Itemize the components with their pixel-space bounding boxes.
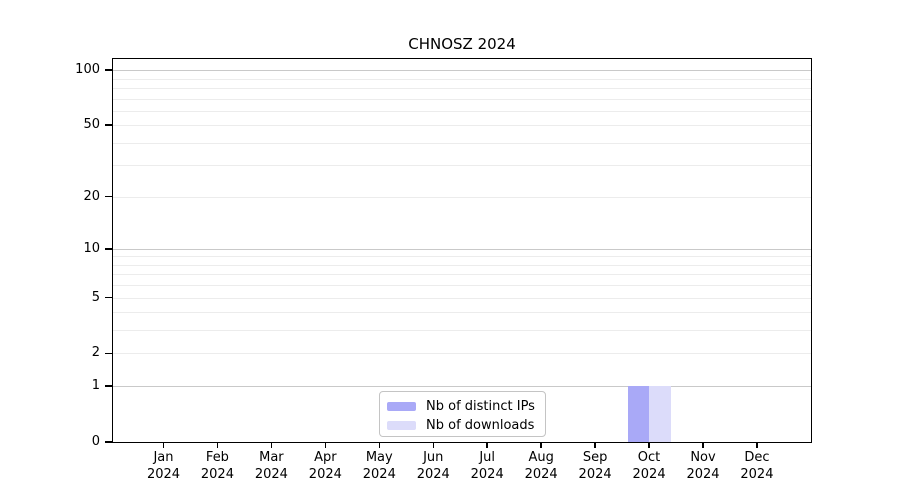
bar-nb-of-downloads-oct [649,386,671,442]
x-tick-sep [594,443,596,448]
x-tick-may [378,443,381,448]
x-tick-jun [432,443,434,448]
x-tick-year-oct: 2024 [632,467,666,482]
gridline-y-9 [113,256,811,258]
x-tick-year-feb: 2024 [200,467,234,482]
y-tick-10 [105,248,112,250]
gridline-y-7 [113,274,811,276]
gridline-y-80 [113,87,811,89]
y-tick-5 [105,296,112,299]
x-tick-year-mar: 2024 [254,467,288,482]
x-tick-month-jan: Jan [153,450,174,465]
x-tick-oct [648,443,650,448]
x-tick-month-aug: Aug [528,450,554,465]
x-tick-month-mar: Mar [259,450,284,465]
y-tick-label-0: 0 [91,434,100,449]
gridline-y-90 [113,78,811,80]
x-tick-month-apr: Apr [314,450,337,465]
x-tick-label-aug: Aug 2024 [506,449,576,483]
gridline-y-50 [113,125,811,127]
x-tick-month-sep: Sep [582,450,608,465]
legend-label-downloads: Nb of downloads [426,417,535,433]
plot-area [113,59,811,442]
x-tick-year-aug: 2024 [524,467,558,482]
legend-item-distinct-ips: Nb of distinct IPs [387,397,545,415]
y-tick-20 [105,195,112,198]
x-tick-label-jun: Jun 2024 [398,449,468,483]
gridline-y-40 [113,142,811,144]
gridline-y-60 [113,110,811,112]
x-tick-mar [270,443,273,448]
gridline-y-2 [113,353,811,355]
y-tick-0 [105,441,112,443]
x-tick-month-feb: Feb [205,450,229,465]
y-tick-label-5: 5 [91,289,100,305]
x-tick-month-nov: Nov [690,450,716,465]
gridline-y-30 [113,165,811,167]
y-tick-1 [105,385,112,387]
x-tick-month-dec: Dec [744,450,770,465]
gridline-y-10 [113,248,811,250]
x-tick-feb [216,443,219,448]
x-tick-label-nov: Nov 2024 [668,449,738,483]
x-tick-month-jun: Jun [423,450,444,465]
y-tick-100 [105,69,112,71]
legend: Nb of distinct IPs Nb of downloads [379,391,546,437]
x-tick-label-feb: Feb 2024 [182,449,252,483]
y-tick-label-20: 20 [83,188,100,204]
x-tick-nov [702,443,704,448]
x-tick-label-apr: Apr 2024 [290,449,360,483]
chart-title: CHNOSZ 2024 [408,35,516,53]
gridline-y-100 [113,70,811,72]
gridline-y-4 [113,312,811,314]
y-tick-50 [105,124,112,126]
legend-item-downloads: Nb of downloads [387,416,545,434]
x-tick-jul [486,443,488,448]
x-tick-year-jun: 2024 [416,467,450,482]
x-tick-jan [162,443,165,448]
x-tick-year-sep: 2024 [578,467,612,482]
x-tick-month-may: May [365,450,393,465]
x-tick-apr [324,443,327,448]
legend-label-distinct-ips: Nb of distinct IPs [426,398,535,414]
gridline-y-3 [113,330,811,332]
gridline-y-70 [113,98,811,100]
y-tick-label-1: 1 [91,378,100,394]
x-tick-dec [756,443,758,448]
x-tick-label-may: May 2024 [344,449,414,483]
x-tick-year-may: 2024 [362,467,396,482]
x-tick-year-jan: 2024 [146,467,181,482]
x-tick-label-sep: Sep 2024 [560,449,630,483]
x-tick-label-oct: Oct 2024 [614,449,684,483]
x-tick-year-apr: 2024 [308,467,342,482]
gridline-y-6 [113,285,811,287]
x-tick-month-oct: Oct [637,450,661,465]
y-tick-label-10: 10 [83,240,100,256]
gridline-y-8 [113,264,811,266]
gridline-y-1 [113,386,811,388]
gridline-y-20 [113,196,811,198]
legend-swatch-distinct-ips [387,401,416,411]
y-tick-label-50: 50 [83,117,100,133]
x-tick-label-jan: Jan 2024 [129,449,199,483]
x-tick-year-dec: 2024 [740,467,774,482]
x-tick-label-dec: Dec 2024 [722,449,792,483]
x-tick-year-nov: 2024 [686,467,720,482]
x-tick-label-mar: Mar 2024 [236,449,306,483]
y-tick-2 [105,352,112,355]
legend-swatch-downloads [387,420,416,430]
x-tick-aug [540,443,542,448]
y-tick-label-100: 100 [75,62,100,78]
x-tick-year-jul: 2024 [470,467,504,482]
gridline-y-5 [113,297,811,299]
x-tick-month-jul: Jul [479,450,496,465]
y-tick-label-2: 2 [91,345,100,361]
x-tick-label-jul: Jul 2024 [452,449,522,483]
bar-nb-of-distinct-ips-oct [627,386,650,442]
